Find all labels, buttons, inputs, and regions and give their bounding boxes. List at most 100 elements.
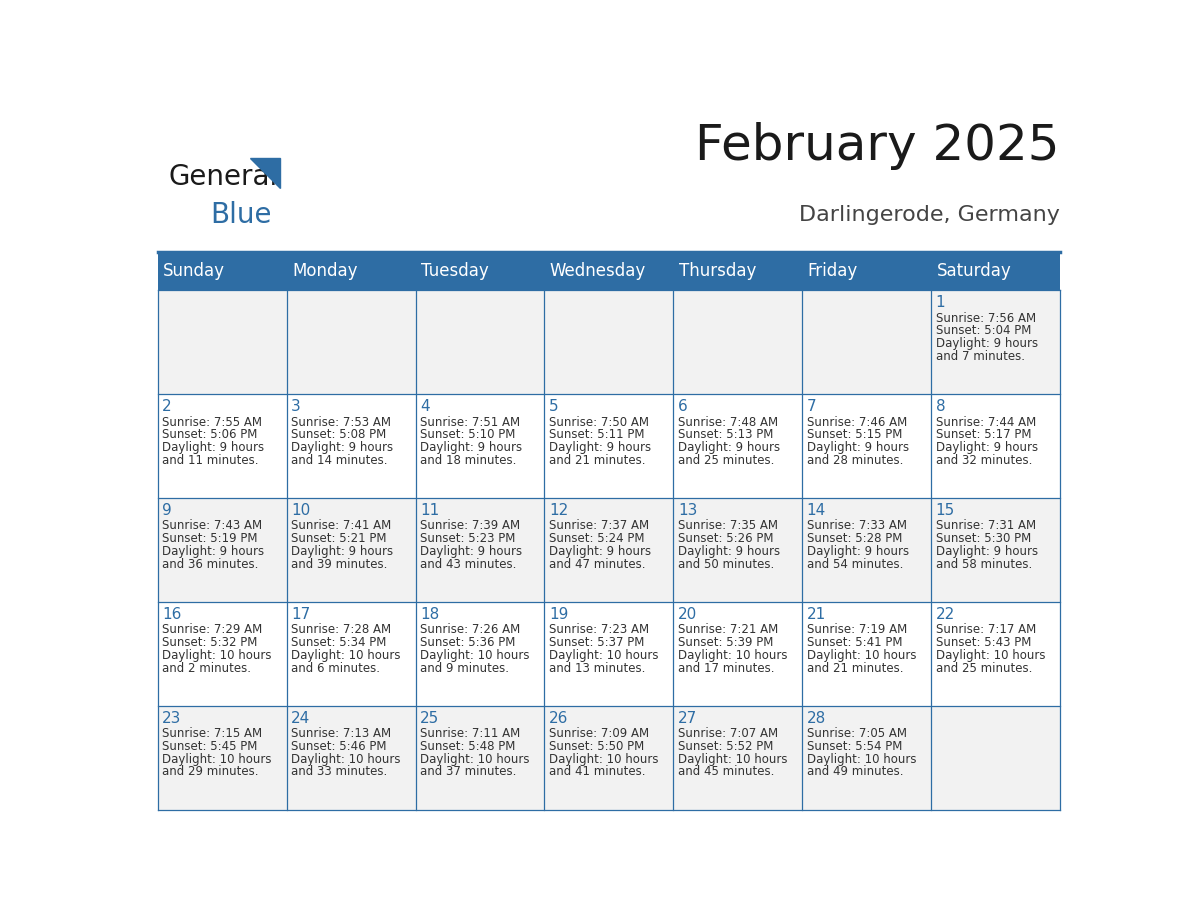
Text: Friday: Friday <box>808 262 858 280</box>
Text: 11: 11 <box>421 503 440 518</box>
Text: 16: 16 <box>163 607 182 622</box>
Text: Daylight: 9 hours: Daylight: 9 hours <box>163 545 265 558</box>
Text: Sunset: 5:32 PM: Sunset: 5:32 PM <box>163 636 258 649</box>
Text: Sunrise: 7:05 AM: Sunrise: 7:05 AM <box>807 727 906 740</box>
Bar <box>286 290 416 395</box>
Text: Sunrise: 7:35 AM: Sunrise: 7:35 AM <box>678 520 778 532</box>
Text: Daylight: 9 hours: Daylight: 9 hours <box>291 441 393 454</box>
Bar <box>931 602 1060 706</box>
Text: and 29 minutes.: and 29 minutes. <box>163 766 259 778</box>
Text: 1: 1 <box>936 296 946 310</box>
Text: and 21 minutes.: and 21 minutes. <box>807 662 903 675</box>
Text: and 49 minutes.: and 49 minutes. <box>807 766 903 778</box>
Text: Sunset: 5:36 PM: Sunset: 5:36 PM <box>421 636 516 649</box>
Text: Sunset: 5:08 PM: Sunset: 5:08 PM <box>291 428 386 442</box>
Text: Sunset: 5:30 PM: Sunset: 5:30 PM <box>936 532 1031 545</box>
Bar <box>158 252 1060 290</box>
Text: 21: 21 <box>807 607 826 622</box>
Text: and 54 minutes.: and 54 minutes. <box>807 557 903 571</box>
Text: and 45 minutes.: and 45 minutes. <box>678 766 775 778</box>
Text: and 11 minutes.: and 11 minutes. <box>163 453 259 466</box>
Text: and 47 minutes.: and 47 minutes. <box>549 557 645 571</box>
Text: Sunset: 5:10 PM: Sunset: 5:10 PM <box>421 428 516 442</box>
Text: Sunset: 5:19 PM: Sunset: 5:19 PM <box>163 532 258 545</box>
Text: Sunrise: 7:28 AM: Sunrise: 7:28 AM <box>291 623 391 636</box>
Text: Darlingerode, Germany: Darlingerode, Germany <box>800 205 1060 225</box>
Text: Daylight: 10 hours: Daylight: 10 hours <box>549 649 658 662</box>
Text: Sunrise: 7:21 AM: Sunrise: 7:21 AM <box>678 623 778 636</box>
Bar <box>286 395 416 498</box>
Text: Blue: Blue <box>210 201 272 229</box>
Text: Sunrise: 7:13 AM: Sunrise: 7:13 AM <box>291 727 391 740</box>
Text: 20: 20 <box>678 607 697 622</box>
Text: Daylight: 10 hours: Daylight: 10 hours <box>936 649 1045 662</box>
Text: Sunrise: 7:11 AM: Sunrise: 7:11 AM <box>421 727 520 740</box>
Text: Sunset: 5:50 PM: Sunset: 5:50 PM <box>549 740 644 753</box>
Bar <box>544 706 674 810</box>
Text: 7: 7 <box>807 399 816 414</box>
Text: Daylight: 10 hours: Daylight: 10 hours <box>163 753 272 766</box>
Text: Sunrise: 7:56 AM: Sunrise: 7:56 AM <box>936 311 1036 325</box>
Text: and 25 minutes.: and 25 minutes. <box>678 453 775 466</box>
Text: 6: 6 <box>678 399 688 414</box>
Bar <box>802 602 931 706</box>
Text: 28: 28 <box>807 711 826 726</box>
Bar <box>416 706 544 810</box>
Bar <box>544 395 674 498</box>
Text: Sunset: 5:34 PM: Sunset: 5:34 PM <box>291 636 386 649</box>
Bar <box>416 395 544 498</box>
Text: Sunset: 5:15 PM: Sunset: 5:15 PM <box>807 428 902 442</box>
Text: Sunrise: 7:37 AM: Sunrise: 7:37 AM <box>549 520 649 532</box>
Text: and 7 minutes.: and 7 minutes. <box>936 350 1025 363</box>
Text: Sunset: 5:54 PM: Sunset: 5:54 PM <box>807 740 902 753</box>
Bar <box>802 395 931 498</box>
Text: and 25 minutes.: and 25 minutes. <box>936 662 1032 675</box>
Text: Sunset: 5:06 PM: Sunset: 5:06 PM <box>163 428 258 442</box>
Text: and 37 minutes.: and 37 minutes. <box>421 766 517 778</box>
Text: Sunrise: 7:17 AM: Sunrise: 7:17 AM <box>936 623 1036 636</box>
Text: Daylight: 9 hours: Daylight: 9 hours <box>936 441 1038 454</box>
Text: Daylight: 9 hours: Daylight: 9 hours <box>936 337 1038 350</box>
Text: Sunrise: 7:48 AM: Sunrise: 7:48 AM <box>678 416 778 429</box>
Text: Sunrise: 7:19 AM: Sunrise: 7:19 AM <box>807 623 908 636</box>
Bar <box>674 602 802 706</box>
Text: Daylight: 10 hours: Daylight: 10 hours <box>291 649 400 662</box>
Text: Sunset: 5:46 PM: Sunset: 5:46 PM <box>291 740 387 753</box>
Bar <box>158 602 286 706</box>
Text: Sunset: 5:37 PM: Sunset: 5:37 PM <box>549 636 644 649</box>
Text: Sunset: 5:45 PM: Sunset: 5:45 PM <box>163 740 258 753</box>
Text: Daylight: 9 hours: Daylight: 9 hours <box>421 545 523 558</box>
Text: and 14 minutes.: and 14 minutes. <box>291 453 387 466</box>
Text: 15: 15 <box>936 503 955 518</box>
Text: Daylight: 9 hours: Daylight: 9 hours <box>807 441 909 454</box>
Text: 25: 25 <box>421 711 440 726</box>
Text: and 17 minutes.: and 17 minutes. <box>678 662 775 675</box>
Text: Sunrise: 7:31 AM: Sunrise: 7:31 AM <box>936 520 1036 532</box>
Bar <box>286 602 416 706</box>
Text: Sunset: 5:21 PM: Sunset: 5:21 PM <box>291 532 387 545</box>
Text: Daylight: 10 hours: Daylight: 10 hours <box>291 753 400 766</box>
Bar <box>158 498 286 602</box>
Text: Sunrise: 7:46 AM: Sunrise: 7:46 AM <box>807 416 908 429</box>
Text: 13: 13 <box>678 503 697 518</box>
Bar <box>544 498 674 602</box>
Text: Daylight: 9 hours: Daylight: 9 hours <box>549 441 651 454</box>
Text: Sunrise: 7:41 AM: Sunrise: 7:41 AM <box>291 520 392 532</box>
Bar <box>544 290 674 395</box>
Text: Sunrise: 7:44 AM: Sunrise: 7:44 AM <box>936 416 1036 429</box>
Text: and 32 minutes.: and 32 minutes. <box>936 453 1032 466</box>
Bar <box>286 706 416 810</box>
Text: and 36 minutes.: and 36 minutes. <box>163 557 259 571</box>
Text: Sunset: 5:28 PM: Sunset: 5:28 PM <box>807 532 902 545</box>
Bar <box>544 602 674 706</box>
Text: 26: 26 <box>549 711 568 726</box>
Bar <box>931 290 1060 395</box>
Polygon shape <box>249 158 280 188</box>
Text: Sunrise: 7:50 AM: Sunrise: 7:50 AM <box>549 416 649 429</box>
Text: Sunset: 5:04 PM: Sunset: 5:04 PM <box>936 324 1031 337</box>
Text: Daylight: 10 hours: Daylight: 10 hours <box>163 649 272 662</box>
Text: 2: 2 <box>163 399 172 414</box>
Text: Daylight: 10 hours: Daylight: 10 hours <box>678 753 788 766</box>
Text: and 13 minutes.: and 13 minutes. <box>549 662 645 675</box>
Text: and 39 minutes.: and 39 minutes. <box>291 557 387 571</box>
